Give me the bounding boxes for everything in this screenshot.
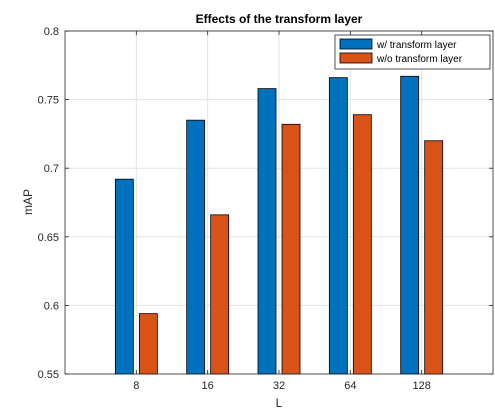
bar-with-transform-128 [400,75,420,375]
bar-with-transform-64 [328,77,348,375]
y-tick-label: 0.6 [44,300,59,312]
y-tick-label: 0.8 [44,26,59,38]
bar-without-transform-8 [138,313,158,375]
bar-with-transform-16 [186,119,206,375]
x-tick-label: 128 [412,380,430,392]
y-tick-label: 0.7 [44,163,59,175]
chart-title: Effects of the transform layer [196,12,363,26]
bar-without-transform-32 [281,123,301,375]
legend-swatch [339,52,373,64]
x-tick-label: 16 [202,380,214,392]
bar-with-transform-32 [257,88,277,375]
legend-swatch [339,38,373,50]
y-tick-label: 0.55 [38,369,59,381]
bar-with-transform-8 [114,178,134,375]
legend-label: w/o transform layer [376,54,463,65]
ticks: 0.55 0.6 0.65 0.7 0.75 0.8 8 16 32 64 128 [38,26,493,392]
x-tick-label: 64 [344,380,356,392]
y-tick-label: 0.75 [38,95,59,107]
x-tick-label: 32 [273,380,285,392]
y-tick-label: 0.65 [38,232,59,244]
y-axis-label: mAP [21,189,35,215]
x-tick-label: 8 [133,380,139,392]
x-axis-label: L [276,396,283,410]
legend-label: w/ transform layer [376,40,457,51]
bar-without-transform-64 [352,114,372,375]
bar-without-transform-16 [210,214,230,375]
bar-without-transform-128 [424,140,444,375]
legend: w/ transform layer w/o transform layer [334,34,491,70]
